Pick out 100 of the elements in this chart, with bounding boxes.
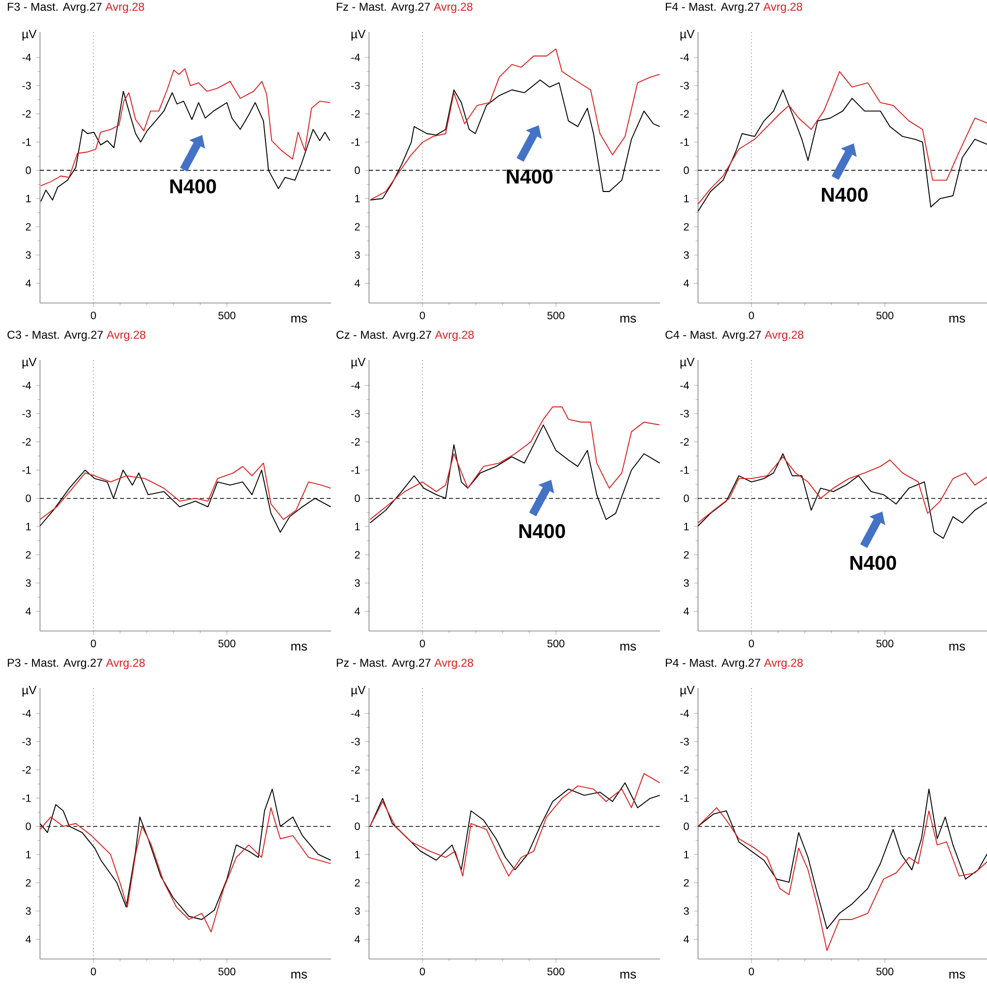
y-tick-label: 1 <box>26 194 31 202</box>
y-tick-label: 4 <box>354 608 360 615</box>
y-tick-label: 0 <box>26 166 31 174</box>
x-axis-title: ms <box>620 972 636 979</box>
y-tick-label: -3 <box>680 410 689 418</box>
y-tick-label: -2 <box>22 766 31 774</box>
x-tick-label: 500 <box>876 312 894 320</box>
y-tick-label: -2 <box>22 110 31 118</box>
y-tick-label: 2 <box>26 223 31 231</box>
y-tick-label: 0 <box>26 494 31 502</box>
x-tick-label: 0 <box>748 640 754 648</box>
y-tick-label: -4 <box>680 54 689 62</box>
chart-title: Cz - <box>336 330 356 339</box>
annotation: N400 <box>170 179 216 194</box>
y-tick-label: -3 <box>351 410 360 418</box>
text: Mast. Avrg.27 <box>360 658 431 670</box>
x-tick-label: 500 <box>218 312 236 320</box>
y-tick-label: -3 <box>351 82 360 90</box>
x-axis-title: ms <box>620 316 636 323</box>
chart-title: C3 - <box>8 330 28 339</box>
y-tick-label: -1 <box>680 466 689 474</box>
y-tick-label: -3 <box>680 82 689 90</box>
y-tick-label: -2 <box>351 766 360 774</box>
y-tick-label: -1 <box>22 466 31 474</box>
y-tick-label: 2 <box>26 879 31 887</box>
text: Avrg.28 <box>764 658 803 670</box>
x-tick-label: 0 <box>420 968 425 976</box>
x-axis-title: ms <box>291 644 307 651</box>
chart-title: F4 - <box>666 2 685 11</box>
y-tick-label: -2 <box>680 110 689 118</box>
chart-title: Fz - <box>336 2 356 11</box>
y-tick-label: 3 <box>26 907 31 915</box>
y-tick-label: 3 <box>684 579 689 587</box>
y-tick-label: 3 <box>684 907 689 915</box>
text: Avrg.28 <box>763 2 802 14</box>
x-tick-label: 500 <box>218 968 236 976</box>
y-tick-label: -1 <box>22 138 31 146</box>
y-tick-label: 4 <box>354 280 360 287</box>
annotation: N400 <box>822 188 868 202</box>
y-axis-title: µV <box>680 686 695 697</box>
y-tick-label: -3 <box>22 738 31 746</box>
y-tick-label: 2 <box>354 879 360 887</box>
y-tick-label: -4 <box>351 382 360 390</box>
y-tick-label: -1 <box>351 466 360 474</box>
text: Avrg.28 <box>764 330 804 342</box>
x-tick-label: 500 <box>876 968 894 976</box>
y-tick-label: -4 <box>351 710 360 718</box>
x-axis-title: ms <box>291 316 307 323</box>
annotation: N400 <box>506 169 553 184</box>
y-tick-label: 0 <box>354 166 360 174</box>
text: Mast. Avrg.27 <box>361 330 432 342</box>
y-tick-label: 4 <box>354 936 360 943</box>
y-tick-label: -4 <box>22 710 31 718</box>
y-tick-label: 4 <box>26 936 31 943</box>
y-tick-label: 2 <box>354 223 360 231</box>
y-tick-label: -3 <box>22 410 31 418</box>
chart-title: Pz - <box>336 658 356 667</box>
y-tick-label: -1 <box>351 138 360 146</box>
y-axis-title: µV <box>680 30 695 41</box>
y-tick-label: 1 <box>355 522 360 530</box>
x-tick-label: 500 <box>876 640 894 648</box>
x-tick-label: 0 <box>90 640 96 648</box>
y-tick-label: 1 <box>684 850 689 858</box>
x-tick-label: 500 <box>547 312 564 320</box>
y-tick-label: 1 <box>684 194 689 202</box>
y-tick-label: -4 <box>22 382 31 390</box>
annotation: N400 <box>519 524 566 538</box>
y-tick-label: 0 <box>354 822 360 830</box>
y-tick-label: 4 <box>684 936 689 943</box>
text: Mast. Avrg.27 <box>32 330 103 342</box>
x-tick-label: 0 <box>90 968 96 976</box>
chart-title: P3 - <box>8 658 28 667</box>
y-tick-label: 1 <box>26 522 31 530</box>
text: Avrg.28 <box>106 330 146 342</box>
y-tick-label: 2 <box>354 551 360 559</box>
x-tick-label: 500 <box>547 640 564 648</box>
x-axis-title: ms <box>620 644 636 651</box>
x-axis-title: ms <box>949 972 965 979</box>
text: Mast. Avrg.27 <box>31 2 102 14</box>
y-tick-label: 2 <box>684 879 689 887</box>
y-axis-title: µV <box>352 30 366 41</box>
chart-title: P4 - <box>666 658 686 667</box>
y-tick-label: -2 <box>680 438 689 446</box>
x-tick-label: 500 <box>547 968 564 976</box>
y-tick-label: -1 <box>680 794 689 802</box>
y-axis-title: µV <box>680 358 695 369</box>
y-tick-label: -1 <box>680 138 689 146</box>
y-tick-label: 4 <box>26 280 31 287</box>
x-axis-title: ms <box>949 644 965 651</box>
text: Avrg.28 <box>434 330 474 342</box>
x-axis-title: ms <box>949 316 965 323</box>
y-tick-label: 1 <box>684 522 689 530</box>
y-axis-title: µV <box>352 358 366 369</box>
x-tick-label: 0 <box>748 968 754 976</box>
x-tick-label: 0 <box>420 312 425 320</box>
y-tick-label: -4 <box>680 710 689 718</box>
y-tick-label: -4 <box>680 382 689 390</box>
y-tick-label: 3 <box>354 579 360 587</box>
y-tick-label: 1 <box>355 194 360 202</box>
y-tick-label: 0 <box>354 494 360 502</box>
